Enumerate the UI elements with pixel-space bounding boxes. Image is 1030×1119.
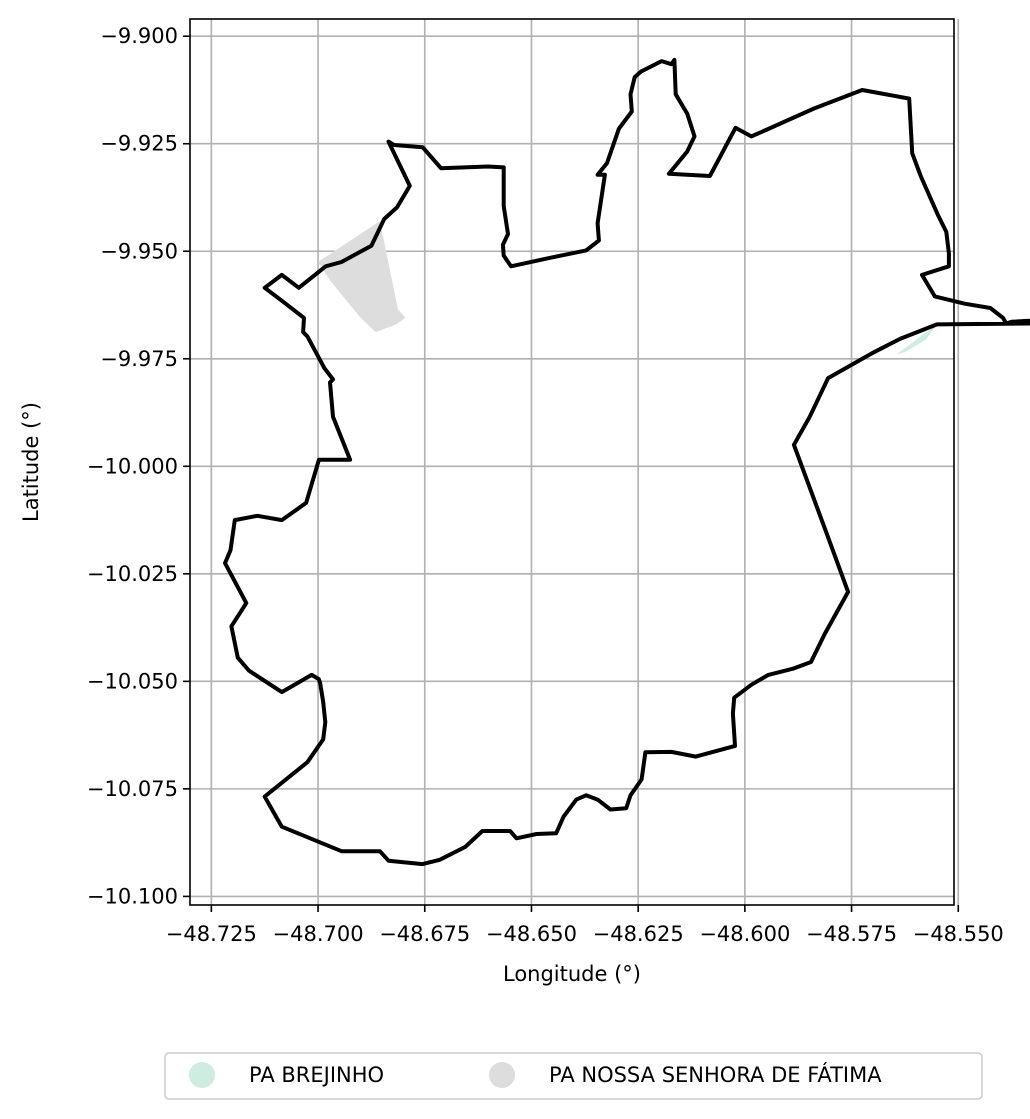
x-tick-label: −48.650 — [486, 922, 577, 946]
y-tick-label: −10.000 — [87, 454, 178, 478]
plot-frame — [189, 18, 955, 906]
y-axis-label: Latitude (°) — [19, 402, 43, 522]
x-tick-label: −48.625 — [593, 922, 684, 946]
legend-label: PA BREJINHO — [249, 1063, 384, 1087]
x-tick-label: −48.700 — [273, 922, 364, 946]
x-tick-label: −48.600 — [699, 922, 790, 946]
x-axis-ticks: −48.725 −48.700 −48.675 −48.650 −48.625 −48.6… — [166, 905, 1004, 946]
legend-marker — [489, 1062, 515, 1088]
settlement-areas — [318, 221, 937, 355]
legend-label: PA NOSSA SENHORA DE FÁTIMA — [549, 1062, 882, 1087]
legend-frame — [164, 1052, 983, 1100]
y-tick-label: −9.950 — [100, 239, 178, 263]
x-tick-label: −48.575 — [806, 922, 897, 946]
y-tick-label: −9.925 — [100, 132, 178, 156]
legend-item: PA BREJINHO — [189, 1062, 384, 1088]
municipality-boundary — [223, 57, 1030, 867]
y-axis-ticks: −9.900 −9.925 −9.950 −9.975 −10.000 −10.025 −1… — [87, 24, 190, 908]
y-tick-label: −10.075 — [87, 777, 178, 801]
y-tick-label: −10.050 — [87, 669, 178, 693]
y-tick-label: −9.975 — [100, 347, 178, 371]
x-tick-label: −48.675 — [379, 922, 470, 946]
x-tick-label: −48.550 — [913, 922, 1004, 946]
y-tick-label: −9.900 — [100, 24, 178, 48]
grid-lines — [190, 19, 960, 905]
boundary-outline — [223, 57, 1030, 867]
x-tick-label: −48.725 — [166, 922, 257, 946]
x-axis-label: Longitude (°) — [503, 962, 641, 986]
legend-item: PA NOSSA SENHORA DE FÁTIMA — [489, 1062, 882, 1088]
settlement-patch — [318, 221, 406, 333]
legend-marker — [189, 1062, 215, 1088]
legend: PA BREJINHO PA NOSSA SENHORA DE FÁTIMA — [164, 1052, 983, 1100]
y-tick-label: −10.025 — [87, 562, 178, 586]
y-tick-label: −10.100 — [87, 884, 178, 908]
settlement-patch — [896, 324, 937, 355]
